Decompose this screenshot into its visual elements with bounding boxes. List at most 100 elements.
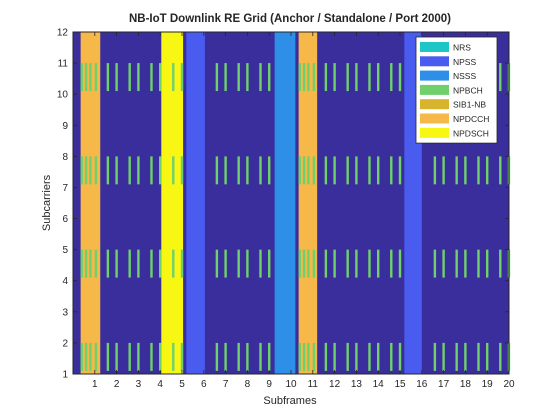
rs-symbol-r2-c6 [128, 156, 131, 185]
rs-symbol-r0-c24 [346, 342, 349, 371]
rs-symbol-r0-c13 [224, 342, 227, 371]
rs-symbol-r2-c17 [268, 156, 271, 185]
chart-title: NB-IoT Downlink RE Grid (Anchor / Standa… [129, 13, 451, 25]
x-tick-label-7: 7 [223, 379, 229, 390]
rs-symbol-r0-c15 [246, 342, 249, 371]
rs-symbol-r1-c6 [128, 249, 131, 278]
rs-symbol-r1-c2 [89, 249, 92, 278]
rs-symbol-r0-c11 [180, 342, 184, 371]
rs-symbol-r0-c17 [268, 342, 271, 371]
rs-symbol-r3-c24 [346, 63, 349, 92]
rs-symbol-r1-c1 [84, 249, 88, 278]
y-tick-label-10: 10 [57, 90, 69, 101]
rs-symbol-r2-c25 [355, 156, 358, 185]
rs-symbol-r2-c26 [368, 156, 371, 185]
legend-swatch-npss [420, 56, 449, 67]
rs-symbol-r0-c18 [298, 342, 301, 371]
x-tick-label-18: 18 [460, 379, 472, 390]
x-tick-label-15: 15 [394, 379, 406, 390]
rs-symbol-r1-c12 [215, 249, 219, 278]
legend-swatch-nrs [420, 42, 449, 52]
legend: NRS NPSS NSSS NPBCH SIB1-NB NPDCCH NPDSCH [415, 36, 498, 144]
rs-symbol-r3-c15 [246, 63, 249, 92]
rs-symbol-r1-c3 [94, 249, 98, 278]
rs-symbol-r2-c1 [84, 156, 88, 185]
rs-symbol-r2-c27 [377, 156, 380, 185]
x-tick-label-9: 9 [266, 379, 272, 390]
rs-symbol-r2-c7 [137, 156, 140, 185]
region-npdcch-0 [80, 32, 101, 374]
x-tick-label-16: 16 [416, 379, 428, 390]
region-nsss-3 [274, 32, 296, 374]
rs-symbol-r0-c30 [433, 342, 437, 371]
x-tick-label-4: 4 [157, 379, 163, 390]
rs-symbol-r0-c5 [115, 342, 118, 371]
rs-symbol-r3-c20 [307, 63, 310, 92]
rs-symbol-r3-c14 [237, 63, 240, 92]
legend-label-npbch: NPBCH [453, 85, 483, 95]
rs-symbol-r1-c16 [259, 249, 262, 278]
rs-symbol-r1-c32 [455, 249, 458, 278]
y-tick-label-3: 3 [62, 307, 68, 318]
y-tick-label-9: 9 [62, 121, 68, 132]
rs-symbol-r1-c9 [159, 249, 162, 278]
rs-symbol-r2-c29 [398, 156, 402, 185]
rs-symbol-r2-c24 [346, 156, 349, 185]
rs-symbol-r3-c22 [324, 63, 328, 92]
y-tick-label-11: 11 [58, 59, 69, 70]
rs-symbol-r3-c29 [398, 63, 402, 92]
x-tick-label-8: 8 [245, 379, 251, 390]
rs-symbol-r3-c36 [499, 63, 502, 92]
rs-symbol-r0-c3 [94, 342, 98, 371]
rs-symbol-r2-c22 [324, 156, 328, 185]
rs-symbol-r3-c3 [94, 63, 98, 92]
x-tick-label-5: 5 [179, 379, 185, 390]
rs-symbol-r2-c0 [80, 156, 83, 185]
rs-symbol-r0-c1 [84, 342, 88, 371]
x-axis-label: Subframes [263, 395, 317, 407]
y-tick-label-1: 1 [62, 370, 68, 381]
y-tick-label-8: 8 [62, 152, 68, 163]
rs-symbol-r1-c13 [224, 249, 227, 278]
rs-symbol-r3-c1 [84, 63, 88, 92]
legend-label-npss: NPSS [453, 57, 476, 67]
rs-symbol-r1-c30 [433, 249, 437, 278]
rs-symbol-r0-c21 [312, 342, 316, 371]
rs-symbol-r2-c8 [150, 156, 153, 185]
rs-symbol-r3-c26 [368, 63, 371, 92]
y-axis-label: Subcarriers [41, 174, 53, 231]
legend-swatch-sib1-nb [420, 99, 449, 110]
rs-symbol-r1-c8 [150, 249, 153, 278]
rs-symbol-r0-c10 [172, 342, 175, 371]
x-tick-label-6: 6 [201, 379, 207, 390]
x-tick-label-1: 1 [92, 379, 98, 390]
rs-symbol-r3-c13 [224, 63, 227, 92]
rs-symbol-r3-c5 [115, 63, 118, 92]
rs-symbol-r3-c19 [302, 63, 306, 92]
rs-symbol-r0-c27 [377, 342, 380, 371]
rs-symbol-r0-c33 [464, 342, 467, 371]
rs-symbol-r3-c17 [268, 63, 271, 92]
legend-label-npdsch: NPDSCH [453, 128, 489, 138]
rs-symbol-r0-c22 [324, 342, 328, 371]
rs-symbol-r0-c26 [368, 342, 371, 371]
rs-symbol-r1-c14 [237, 249, 240, 278]
region-npdcch-4 [298, 32, 318, 374]
x-tick-label-3: 3 [136, 379, 142, 390]
rs-symbol-r0-c6 [128, 342, 131, 371]
rs-symbol-r0-c9 [159, 342, 162, 371]
rs-symbol-r2-c30 [433, 156, 437, 185]
rs-symbol-r2-c15 [246, 156, 249, 185]
y-tick-label-4: 4 [62, 276, 68, 287]
rs-symbol-r1-c24 [346, 249, 349, 278]
rs-symbol-r0-c25 [355, 342, 358, 371]
rs-symbol-r0-c8 [150, 342, 153, 371]
rs-symbol-r3-c25 [355, 63, 358, 92]
rs-symbol-r1-c36 [499, 249, 502, 278]
legend-swatch-npdcch [420, 113, 449, 124]
x-tick-label-17: 17 [438, 379, 450, 390]
y-tick-label-5: 5 [62, 245, 68, 256]
rs-symbol-r0-c23 [333, 342, 336, 371]
y-tick-label-7: 7 [62, 183, 68, 194]
